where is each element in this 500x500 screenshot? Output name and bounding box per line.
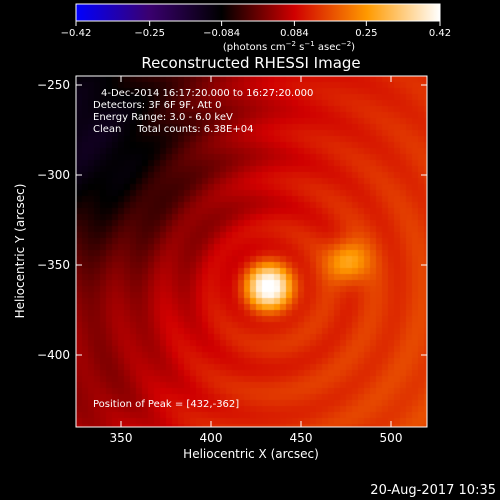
x-axis: 350 400 450 500 <box>110 76 403 445</box>
timestamp-label: 20-Aug-2017 10:35 <box>370 483 496 498</box>
annotation-time-range: 4-Dec-2014 16:17:20.000 to 16:27:20.000 <box>101 88 313 99</box>
chart-title: Reconstructed RHESSI Image <box>141 54 360 72</box>
annotation-detectors: Detectors: 3F 6F 9F, Att 0 <box>93 100 221 111</box>
colorbar-gradient <box>75 3 441 22</box>
image-panel <box>75 75 428 428</box>
colorbar: −0.42 −0.25 −0.084 0.084 0.25 0.42 (photons c… <box>61 3 451 53</box>
heatmap-image <box>76 76 427 427</box>
colorbar-tick-label: 0.42 <box>429 28 451 39</box>
x-tick-label: 500 <box>380 431 403 445</box>
y-tick-label: −400 <box>37 348 70 362</box>
annotation-energy-range: Energy Range: 3.0 - 6.0 keV <box>93 112 233 123</box>
annotation-total-counts: Clean Total counts: 6.38E+04 <box>93 124 253 135</box>
x-axis-label: Heliocentric X (arcsec) <box>183 447 319 461</box>
y-axis-label: Heliocentric Y (arcsec) <box>13 184 27 319</box>
peak-position-label: Position of Peak = [432,-362] <box>93 399 239 410</box>
y-tick-label: −350 <box>37 258 70 272</box>
colorbar-tick-label: 0.084 <box>280 28 309 39</box>
y-tick-label: −300 <box>37 168 70 182</box>
y-tick-label: −250 <box>37 78 70 92</box>
x-tick-label: 450 <box>290 431 313 445</box>
plot-frame <box>75 75 428 428</box>
colorbar-tick-label: −0.084 <box>203 28 240 39</box>
colorbar-ticks: −0.42 −0.25 −0.084 0.084 0.25 0.42 <box>61 21 451 39</box>
y-axis: −250 −300 −350 −400 <box>37 78 427 362</box>
image-annotations: 4-Dec-2014 16:17:20.000 to 16:27:20.000 … <box>93 88 313 410</box>
x-tick-label: 400 <box>200 431 223 445</box>
colorbar-tick-label: −0.25 <box>134 28 165 39</box>
colorbar-tick-label: 0.25 <box>355 28 377 39</box>
colorbar-unit-label: (photons cm−2 s−1 asec−2) <box>223 40 355 53</box>
x-tick-label: 350 <box>110 431 133 445</box>
colorbar-tick-label: −0.42 <box>61 28 92 39</box>
